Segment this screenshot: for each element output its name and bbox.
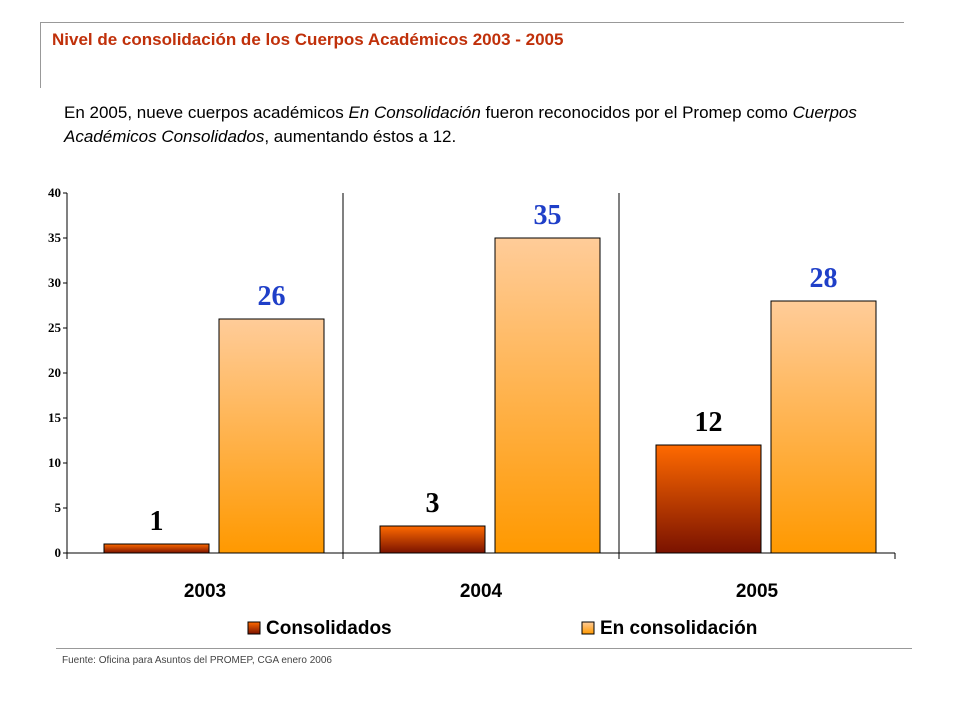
intro-emphasis-2: Cuerpos Académicos Consolidados	[64, 103, 857, 146]
legend-swatch	[247, 621, 261, 635]
y-tick-label: 10	[48, 455, 61, 470]
category-label: 2004	[460, 581, 503, 602]
bar-value-label: 3	[426, 488, 440, 519]
footer-rule	[56, 648, 912, 649]
title-frame-top-rule	[40, 22, 904, 23]
bar-en-consolidacion	[770, 300, 877, 554]
y-tick-label: 30	[48, 275, 61, 290]
legend-label: En consolidación	[600, 618, 757, 639]
y-tick-label: 20	[48, 365, 61, 380]
y-tick-label: 40	[48, 185, 61, 200]
category-label: 2005	[736, 581, 779, 602]
bar-value-label: 26	[258, 281, 286, 312]
bar-en-consolidacion	[218, 318, 325, 554]
y-tick-label: 5	[55, 500, 62, 515]
category-label: 2003	[184, 581, 226, 602]
intro-emphasis-1: En Consolidación	[348, 103, 481, 122]
bar-value-label: 1	[150, 506, 164, 537]
y-tick-label: 0	[55, 545, 62, 560]
legend-label: Consolidados	[266, 618, 392, 639]
slide-title: Nivel de consolidación de los Cuerpos Ac…	[52, 30, 564, 49]
bar-en-consolidacion	[494, 237, 601, 554]
title-frame-left-rule	[40, 22, 41, 88]
y-tick-label: 25	[48, 320, 62, 335]
intro-paragraph: En 2005, nueve cuerpos académicos En Con…	[64, 101, 884, 149]
bar-consolidados	[103, 543, 210, 554]
bar-value-label: 12	[695, 407, 723, 438]
bar-value-label: 35	[534, 200, 562, 231]
bar-consolidados	[379, 525, 486, 554]
y-tick-label: 35	[48, 230, 62, 245]
intro-text-1: En 2005, nueve cuerpos académicos	[64, 103, 349, 122]
intro-text-3: , aumentando éstos a 12.	[264, 127, 457, 146]
source-footnote: Fuente: Oficina para Asuntos del PROMEP,…	[62, 655, 332, 666]
bar-consolidados	[655, 444, 762, 554]
legend-swatch	[581, 621, 595, 635]
y-tick-label: 15	[48, 410, 62, 425]
intro-text-2: fueron reconocidos por el Promep como	[480, 103, 793, 122]
bar-value-label: 28	[810, 263, 838, 294]
